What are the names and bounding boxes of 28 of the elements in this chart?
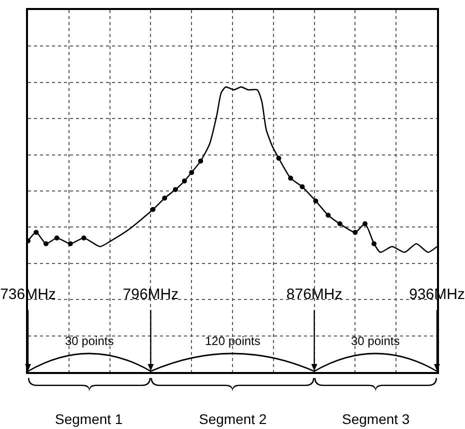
point xyxy=(189,170,194,175)
point xyxy=(362,221,368,226)
point xyxy=(68,241,73,246)
point xyxy=(326,212,331,218)
annotation: 30 points xyxy=(65,334,114,348)
point xyxy=(372,241,377,246)
point xyxy=(172,187,178,192)
x-tick-label: 876MHz xyxy=(286,286,342,303)
point xyxy=(300,184,305,190)
point xyxy=(276,156,282,161)
point xyxy=(198,158,204,164)
point xyxy=(54,236,60,241)
point xyxy=(150,207,156,212)
point xyxy=(81,236,86,241)
point xyxy=(352,230,358,235)
text: Segment 1 xyxy=(55,411,123,427)
x-tick-label: 796MHz xyxy=(122,286,179,303)
text: Segment 3 xyxy=(342,411,410,427)
text: Segment 2 xyxy=(199,411,267,427)
point xyxy=(313,198,318,204)
point xyxy=(162,196,168,201)
annotation: 30 points xyxy=(351,334,400,348)
point xyxy=(34,230,39,235)
annotation: 120 points xyxy=(205,334,260,348)
point xyxy=(44,241,48,246)
point xyxy=(182,178,187,184)
point xyxy=(337,221,342,226)
point xyxy=(288,176,294,181)
